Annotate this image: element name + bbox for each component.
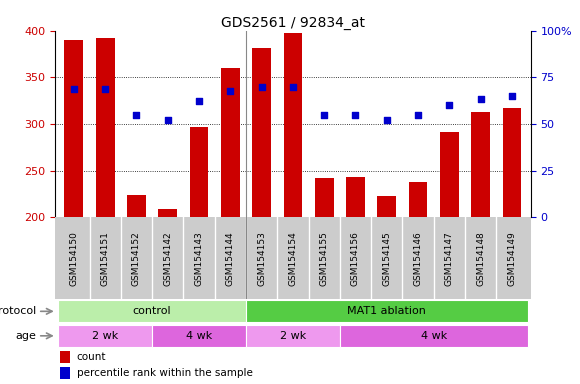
Text: GSM154150: GSM154150 [70, 231, 78, 286]
Point [508, 93, 517, 99]
Point [100, 86, 110, 92]
Text: 4 wk: 4 wk [186, 331, 212, 341]
Bar [502, 108, 521, 217]
Point [132, 112, 141, 118]
Bar [471, 112, 490, 217]
Point [382, 117, 392, 123]
Text: GSM154144: GSM154144 [226, 231, 235, 286]
Bar [221, 68, 240, 217]
Bar [127, 195, 146, 217]
Bar [252, 48, 271, 217]
Text: GSM154154: GSM154154 [288, 231, 298, 286]
Point [194, 98, 204, 104]
Bar [346, 177, 365, 217]
Point [320, 112, 329, 118]
Bar [58, 325, 152, 347]
Point [257, 84, 266, 90]
Text: 4 wk: 4 wk [420, 331, 447, 341]
Text: GSM154143: GSM154143 [194, 231, 204, 286]
Bar [315, 178, 333, 217]
Text: GSM154156: GSM154156 [351, 231, 360, 286]
Text: GSM154155: GSM154155 [320, 231, 329, 286]
Bar [284, 33, 302, 217]
Text: 2 wk: 2 wk [280, 331, 306, 341]
Text: age: age [16, 331, 37, 341]
Text: GSM154145: GSM154145 [382, 231, 392, 286]
Point [445, 102, 454, 108]
Point [226, 88, 235, 94]
Bar [246, 300, 528, 322]
Text: 2 wk: 2 wk [92, 331, 118, 341]
Bar [60, 351, 70, 362]
Text: GSM154151: GSM154151 [101, 231, 110, 286]
Text: count: count [77, 352, 106, 362]
Point [288, 84, 298, 90]
Bar [246, 325, 340, 347]
Text: GSM154152: GSM154152 [132, 231, 141, 286]
Bar [340, 325, 528, 347]
Text: GSM154148: GSM154148 [476, 231, 485, 286]
Bar [440, 132, 459, 217]
Text: GSM154146: GSM154146 [414, 231, 423, 286]
Bar [378, 196, 396, 217]
Bar [152, 325, 246, 347]
Text: GSM154153: GSM154153 [257, 231, 266, 286]
Bar [58, 300, 246, 322]
Text: protocol: protocol [0, 306, 37, 316]
Bar [96, 38, 114, 217]
Point [69, 86, 78, 92]
Text: control: control [133, 306, 172, 316]
Bar [158, 209, 177, 217]
Point [414, 112, 423, 118]
Point [163, 117, 172, 123]
Point [351, 112, 360, 118]
Text: GSM154149: GSM154149 [508, 231, 516, 286]
Text: MAT1 ablation: MAT1 ablation [347, 306, 426, 316]
Title: GDS2561 / 92834_at: GDS2561 / 92834_at [221, 16, 365, 30]
Bar [60, 367, 70, 379]
Text: percentile rank within the sample: percentile rank within the sample [77, 368, 252, 378]
Point [476, 96, 485, 102]
Bar [409, 182, 427, 217]
Text: GSM154147: GSM154147 [445, 231, 454, 286]
Text: GSM154142: GSM154142 [163, 231, 172, 286]
Bar [190, 127, 208, 217]
Bar [64, 40, 84, 217]
